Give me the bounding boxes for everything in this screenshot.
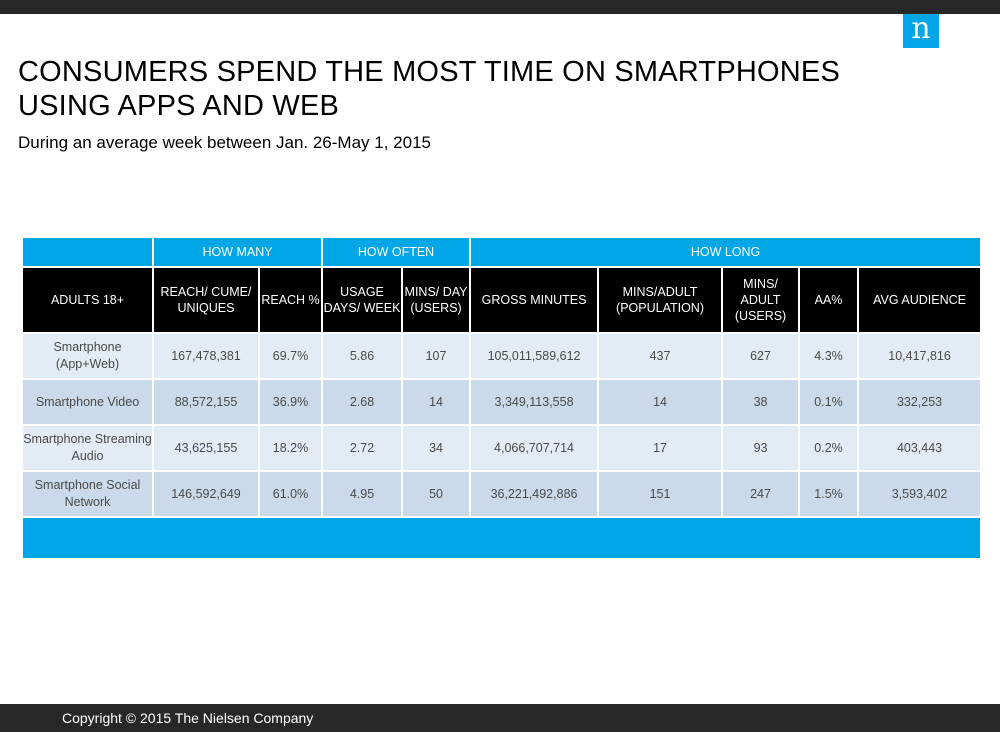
cell-reach: 146,592,649 xyxy=(152,470,260,518)
cell-gross-minutes: 4,066,707,714 xyxy=(469,424,600,472)
group-header-how-many: HOW MANY xyxy=(151,236,324,268)
cell-aa-pct: 0.1% xyxy=(798,378,860,426)
group-header-how-long: HOW LONG xyxy=(469,236,983,268)
cell-usage-days: 2.72 xyxy=(321,424,404,472)
cell-aa-pct: 1.5% xyxy=(798,470,860,518)
cell-avg-audience: 403,443 xyxy=(857,424,983,472)
cell-reach-pct: 36.9% xyxy=(257,378,324,426)
cell-mins-adult-users: 627 xyxy=(721,332,801,380)
cell-avg-audience: 3,593,402 xyxy=(857,470,983,518)
cell-avg-audience: 332,253 xyxy=(857,378,983,426)
cell-gross-minutes: 36,221,492,886 xyxy=(469,470,600,518)
cell-reach: 167,478,381 xyxy=(152,332,260,380)
cell-mins-day: 107 xyxy=(401,332,472,380)
group-header-row: HOW MANY HOW OFTEN HOW LONG xyxy=(21,236,983,268)
cell-aa-pct: 4.3% xyxy=(798,332,860,380)
col-header-mins-adult-users: MINS/ ADULT (USERS) xyxy=(721,266,801,334)
col-header-mins-adult-pop: MINS/ADULT (POPULATION) xyxy=(597,266,724,334)
col-header-aa-pct: AA% xyxy=(798,266,860,334)
cell-mins-day: 34 xyxy=(401,424,472,472)
usage-table: HOW MANY HOW OFTEN HOW LONG ADULTS 18+ R… xyxy=(20,236,983,560)
cell-mins-adult-pop: 14 xyxy=(597,378,724,426)
cell-usage-days: 4.95 xyxy=(321,470,404,518)
table-footer-cell xyxy=(20,516,983,560)
cell-mins-adult-pop: 17 xyxy=(597,424,724,472)
table-row: Smartphone Video 88,572,155 36.9% 2.68 1… xyxy=(21,378,983,426)
group-header-how-often: HOW OFTEN xyxy=(321,236,472,268)
table-row: Smartphone (App+Web) 167,478,381 69.7% 5… xyxy=(21,332,983,380)
cell-gross-minutes: 105,011,589,612 xyxy=(469,332,600,380)
page-subtitle: During an average week between Jan. 26-M… xyxy=(18,133,431,152)
page-title: CONSUMERS SPEND THE MOST TIME ON SMARTPH… xyxy=(18,56,840,122)
col-header-gross-minutes: GROSS MINUTES xyxy=(469,266,600,334)
cell-avg-audience: 10,417,816 xyxy=(857,332,983,380)
cell-mins-adult-users: 93 xyxy=(721,424,801,472)
table-row: Smartphone Social Network 146,592,649 61… xyxy=(21,470,983,518)
cell-reach-pct: 69.7% xyxy=(257,332,324,380)
row-label: Smartphone Social Network xyxy=(21,470,154,518)
row-label: Smartphone Streaming Audio xyxy=(21,424,154,472)
footer-bar: Copyright © 2015 The Nielsen Company xyxy=(0,704,1000,732)
col-header-reach-pct: REACH % xyxy=(257,266,324,334)
col-header-adults: ADULTS 18+ xyxy=(21,266,154,334)
cell-mins-day: 14 xyxy=(401,378,472,426)
col-header-avg-audience: AVG AUDIENCE xyxy=(857,266,983,334)
cell-mins-adult-users: 247 xyxy=(721,470,801,518)
cell-mins-adult-users: 38 xyxy=(721,378,801,426)
cell-reach-pct: 61.0% xyxy=(257,470,324,518)
col-header-usage-days: USAGE DAYS/ WEEK xyxy=(321,266,404,334)
cell-aa-pct: 0.2% xyxy=(798,424,860,472)
cell-usage-days: 2.68 xyxy=(321,378,404,426)
cell-reach-pct: 18.2% xyxy=(257,424,324,472)
copyright-text: Copyright © 2015 The Nielsen Company xyxy=(62,710,314,726)
col-header-mins-day: MINS/ DAY (USERS) xyxy=(401,266,472,334)
cell-gross-minutes: 3,349,113,558 xyxy=(469,378,600,426)
table-row: Smartphone Streaming Audio 43,625,155 18… xyxy=(21,424,983,472)
cell-usage-days: 5.86 xyxy=(321,332,404,380)
cell-reach: 88,572,155 xyxy=(152,378,260,426)
nielsen-logo: n xyxy=(903,14,939,48)
table-footer-band xyxy=(20,516,983,560)
col-header-reach-cume: REACH/ CUME/ UNIQUES xyxy=(152,266,260,334)
cell-mins-adult-pop: 437 xyxy=(597,332,724,380)
cell-reach: 43,625,155 xyxy=(152,424,260,472)
column-header-row: ADULTS 18+ REACH/ CUME/ UNIQUES REACH % … xyxy=(21,266,983,334)
row-label: Smartphone (App+Web) xyxy=(21,332,154,380)
cell-mins-day: 50 xyxy=(401,470,472,518)
group-header-blank xyxy=(21,236,154,268)
row-label: Smartphone Video xyxy=(21,378,154,426)
cell-mins-adult-pop: 151 xyxy=(597,470,724,518)
top-bar xyxy=(0,0,1000,14)
